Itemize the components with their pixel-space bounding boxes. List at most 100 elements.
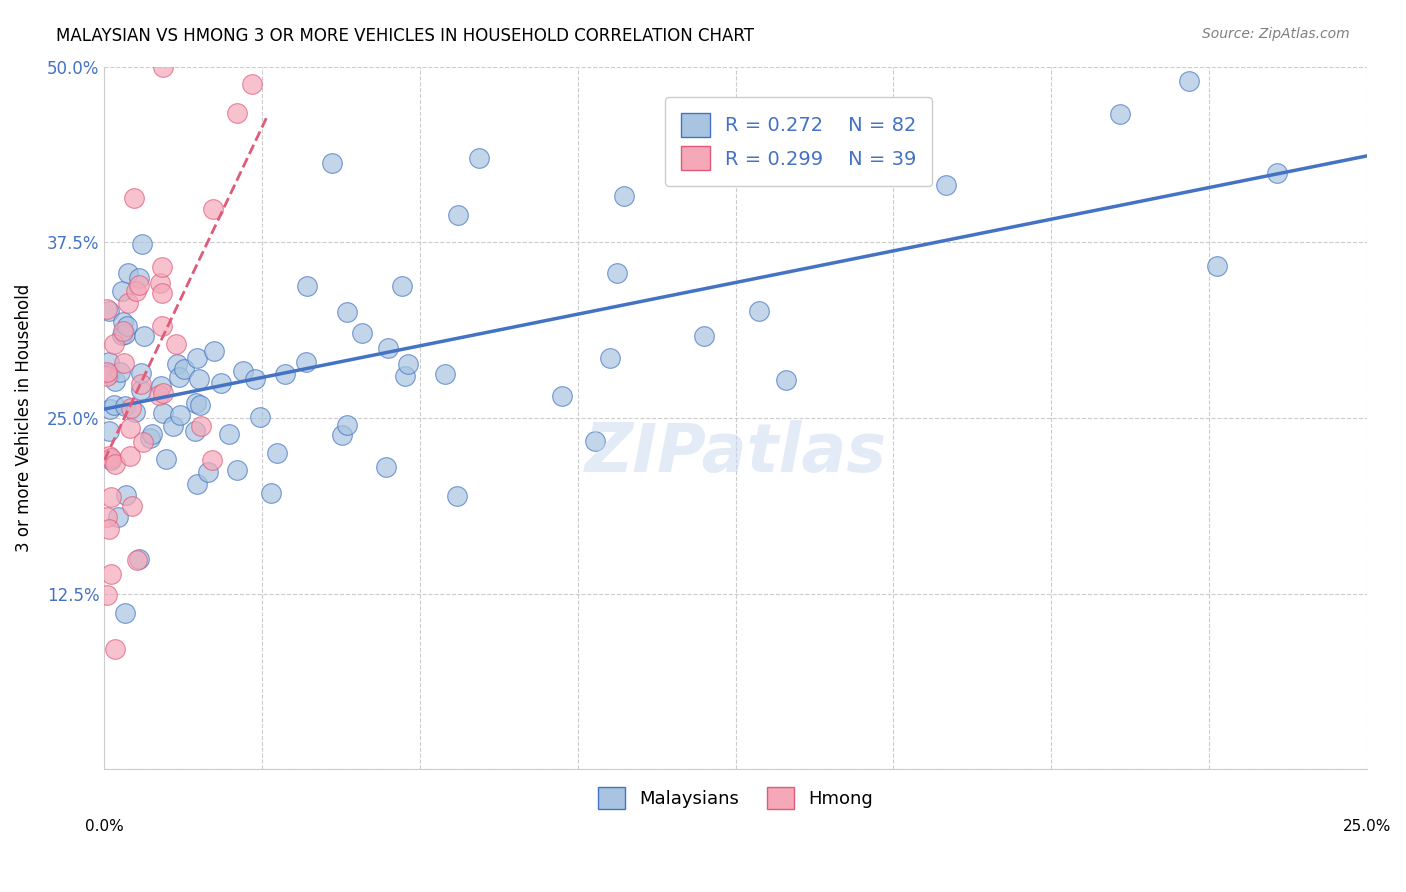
- Point: [1205, 259, 1227, 273]
- Point: [96, 301, 118, 316]
- Point: [599, 351, 621, 366]
- Point: [169, 408, 191, 422]
- Point: [98, 303, 121, 318]
- Point: [551, 388, 574, 402]
- Text: 25.0%: 25.0%: [1343, 819, 1391, 833]
- Point: [125, 553, 148, 567]
- Point: [202, 344, 225, 359]
- Point: [583, 434, 606, 448]
- Point: [149, 276, 172, 290]
- Point: [201, 453, 224, 467]
- Text: MALAYSIAN VS HMONG 3 OR MORE VEHICLES IN HOUSEHOLD CORRELATION CHART: MALAYSIAN VS HMONG 3 OR MORE VEHICLES IN…: [56, 27, 754, 45]
- Point: [152, 385, 174, 400]
- Point: [201, 202, 224, 216]
- Point: [190, 419, 212, 434]
- Point: [131, 237, 153, 252]
- Point: [103, 398, 125, 412]
- Point: [104, 642, 127, 657]
- Point: [297, 278, 319, 293]
- Point: [186, 351, 208, 365]
- Point: [115, 488, 138, 502]
- Point: [775, 373, 797, 387]
- Point: [165, 337, 187, 351]
- Point: [167, 369, 190, 384]
- Point: [321, 156, 343, 170]
- Point: [98, 424, 121, 438]
- Point: [186, 396, 208, 410]
- Point: [150, 379, 173, 393]
- Point: [155, 451, 177, 466]
- Point: [1108, 106, 1130, 120]
- Point: [184, 424, 207, 438]
- Point: [260, 485, 283, 500]
- Point: [117, 295, 139, 310]
- Point: [110, 284, 132, 298]
- Point: [97, 522, 120, 536]
- Point: [226, 463, 249, 477]
- Point: [336, 305, 359, 319]
- Point: [162, 418, 184, 433]
- Point: [97, 449, 120, 463]
- Point: [131, 434, 153, 449]
- Point: [114, 400, 136, 414]
- Point: [377, 341, 399, 355]
- Point: [152, 60, 174, 74]
- Point: [125, 284, 148, 298]
- Point: [114, 606, 136, 620]
- Point: [225, 105, 247, 120]
- Point: [266, 446, 288, 460]
- Point: [186, 477, 208, 491]
- Point: [115, 318, 138, 333]
- Point: [748, 304, 770, 318]
- Point: [173, 361, 195, 376]
- Point: [118, 421, 141, 435]
- Point: [188, 398, 211, 412]
- Point: [446, 489, 468, 503]
- Point: [98, 367, 121, 381]
- Point: [122, 191, 145, 205]
- Point: [134, 329, 156, 343]
- Point: [100, 453, 122, 467]
- Point: [150, 318, 173, 333]
- Point: [374, 459, 396, 474]
- Text: ZIPatlas: ZIPatlas: [585, 420, 887, 486]
- Point: [131, 377, 153, 392]
- Point: [120, 401, 142, 415]
- Point: [100, 401, 122, 416]
- Point: [350, 326, 373, 340]
- Point: [152, 406, 174, 420]
- Point: [128, 552, 150, 566]
- Point: [150, 260, 173, 274]
- Point: [100, 567, 122, 582]
- Point: [128, 271, 150, 285]
- Point: [209, 376, 232, 390]
- Point: [124, 405, 146, 419]
- Point: [141, 427, 163, 442]
- Point: [336, 418, 359, 433]
- Point: [447, 208, 470, 222]
- Point: [468, 151, 491, 165]
- Point: [96, 509, 118, 524]
- Point: [242, 78, 264, 92]
- Point: [128, 278, 150, 293]
- Point: [98, 354, 121, 368]
- Point: [114, 326, 136, 341]
- Point: [112, 315, 135, 329]
- Point: [107, 509, 129, 524]
- Point: [218, 426, 240, 441]
- Point: [148, 388, 170, 402]
- Y-axis label: 3 or more Vehicles in Household: 3 or more Vehicles in Household: [15, 284, 32, 552]
- Point: [391, 279, 413, 293]
- Point: [935, 178, 957, 193]
- Point: [129, 367, 152, 381]
- Point: [96, 588, 118, 602]
- Point: [394, 369, 416, 384]
- Point: [396, 357, 419, 371]
- Point: [150, 286, 173, 301]
- Point: [112, 324, 135, 338]
- Point: [243, 372, 266, 386]
- Point: [110, 328, 132, 343]
- Point: [100, 490, 122, 504]
- Point: [1265, 166, 1288, 180]
- Point: [1178, 74, 1201, 88]
